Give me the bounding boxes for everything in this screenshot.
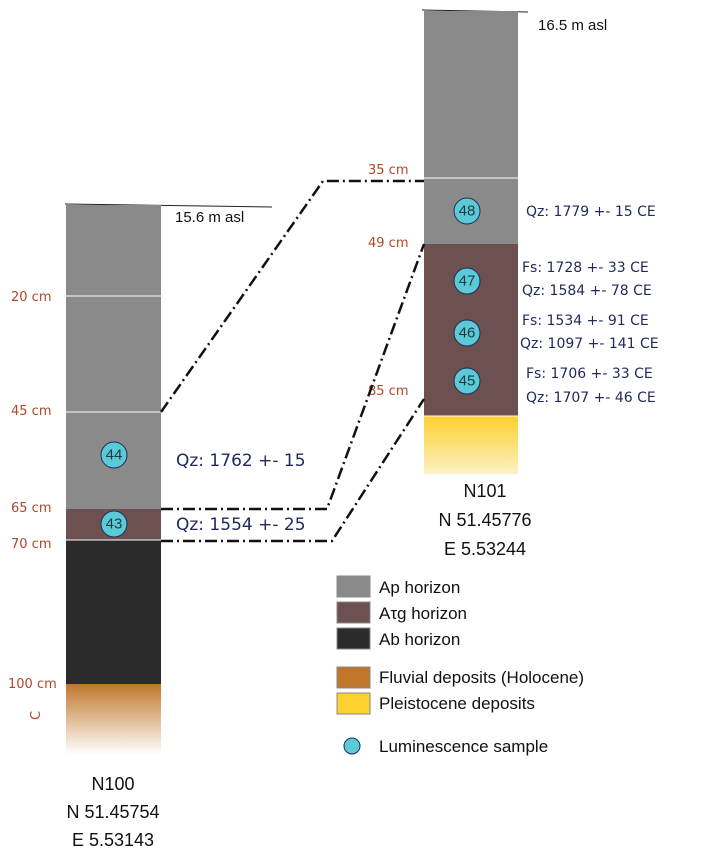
- sample-marker: 45: [453, 367, 481, 395]
- n101-longitude: E 5.53244: [444, 539, 526, 559]
- n101-sample-date: Qz: 1584 +- 78 CE: [522, 283, 652, 299]
- n100-profile-id: N100: [91, 774, 134, 794]
- n100-surface-line: [64, 203, 273, 208]
- svg-text:Ab horizon: Ab horizon: [379, 630, 460, 649]
- n100-depth-20: 20 cm: [11, 290, 52, 305]
- legend-item: Ap horizon: [336, 575, 460, 598]
- n101-latitude: N 51.45776: [438, 510, 531, 530]
- n101-depth-85: 85 cm: [368, 384, 409, 399]
- svg-text:Ap horizon: Ap horizon: [379, 578, 460, 597]
- n100-depth-65: 65 cm: [11, 501, 52, 516]
- correlation-line-atg-top: [161, 243, 426, 511]
- luminescence-sample-icon: [343, 737, 361, 755]
- svg-text:43: 43: [106, 516, 123, 533]
- svg-text:Luminescence sample: Luminescence sample: [379, 737, 548, 756]
- correlation-line-ap-top: [159, 179, 424, 413]
- legend-item: Aτg horizon: [336, 601, 467, 624]
- svg-text:47: 47: [459, 273, 476, 290]
- n100-fluvial-deposits: [66, 684, 161, 754]
- svg-text:Fluvial deposits (Holocene): Fluvial deposits (Holocene): [379, 668, 584, 687]
- correlation-lines: [159, 179, 426, 543]
- sample-marker: 44: [100, 441, 128, 469]
- sample-marker: 47: [453, 267, 481, 295]
- n100-latitude: N 51.45754: [66, 802, 159, 822]
- svg-text:Pleistocene deposits: Pleistocene deposits: [379, 694, 535, 713]
- n101-sample-date: Fs: 1706 +- 33 CE: [526, 366, 653, 382]
- sample-marker: 48: [453, 197, 481, 225]
- n101-sample-date: Fs: 1728 +- 33 CE: [522, 260, 649, 276]
- legend-item-sample: Luminescence sample: [343, 737, 548, 756]
- profile-n100: 15.6 m asl 20 cm 45 cm 65 cm 70 cm 100 c…: [8, 203, 306, 850]
- svg-text:48: 48: [459, 203, 476, 220]
- n100-depth-100: 100 cm: [8, 677, 57, 692]
- n101-profile-id: N101: [463, 481, 506, 501]
- svg-text:46: 46: [459, 325, 476, 342]
- svg-text:44: 44: [106, 447, 123, 464]
- n100-longitude: E 5.53143: [72, 830, 154, 850]
- legend-item: Fluvial deposits (Holocene): [336, 666, 584, 689]
- n100-elevation: 15.6 m asl: [175, 209, 244, 226]
- svg-text:45: 45: [459, 373, 476, 390]
- n100-ab-horizon: [66, 540, 161, 684]
- legend-item: Pleistocene deposits: [336, 692, 535, 715]
- legend-item: Ab horizon: [336, 627, 460, 650]
- svg-text:Aτg horizon: Aτg horizon: [379, 604, 467, 623]
- n100-depth-70: 70 cm: [11, 537, 52, 552]
- sample-marker: 46: [453, 319, 481, 347]
- n101-sample-date: Qz: 1097 +- 141 CE: [520, 336, 659, 352]
- n101-depth-49: 49 cm: [368, 236, 409, 251]
- n101-sample-date: Qz: 1779 +- 15 CE: [526, 204, 656, 220]
- n101-sample-date: Fs: 1534 +- 91 CE: [522, 313, 649, 329]
- n100-sample-date: Qz: 1762 +- 15: [176, 451, 306, 471]
- n100-sample-date: Qz: 1554 +- 25: [176, 515, 306, 535]
- n100-c-label: C: [29, 711, 44, 720]
- n101-elevation: 16.5 m asl: [538, 17, 607, 34]
- correlation-line-atg-base: [161, 398, 426, 543]
- sample-marker: 43: [100, 510, 128, 538]
- profile-n101: 16.5 m asl 35 cm 49 cm 85 cm 48 47 46 45…: [368, 9, 659, 559]
- n100-depth-45: 45 cm: [11, 404, 52, 419]
- n101-sample-date: Qz: 1707 +- 46 CE: [526, 390, 656, 406]
- n101-pleistocene-deposits: [424, 416, 518, 474]
- n101-depth-35: 35 cm: [368, 163, 409, 178]
- legend: Ap horizon Aτg horizon Ab horizon Fluvia…: [336, 575, 584, 756]
